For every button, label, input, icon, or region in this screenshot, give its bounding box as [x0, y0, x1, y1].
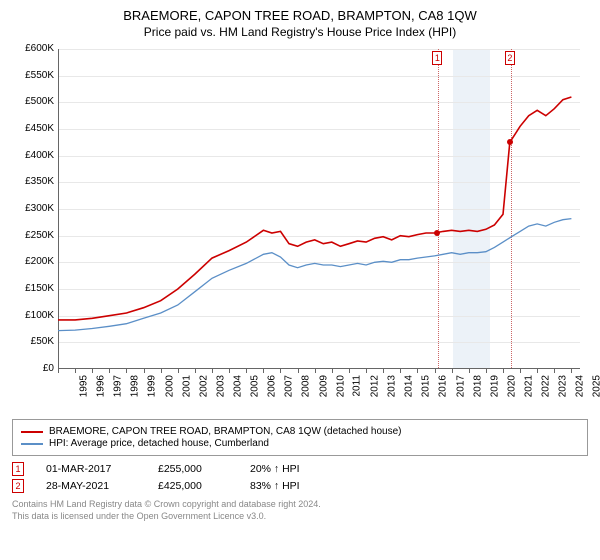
sales-row-badge: 1 — [12, 462, 24, 476]
x-axis-tick-label: 2013 — [386, 375, 397, 397]
x-tick — [315, 369, 316, 373]
chart-title: BRAEMORE, CAPON TREE ROAD, BRAMPTON, CA8… — [12, 8, 588, 23]
legend-row: HPI: Average price, detached house, Cumb… — [21, 438, 579, 449]
sales-row-date: 01-MAR-2017 — [46, 463, 136, 475]
x-tick — [571, 369, 572, 373]
x-axis-tick-label: 2020 — [506, 375, 517, 397]
x-tick — [400, 369, 401, 373]
x-tick — [298, 369, 299, 373]
x-axis-tick-label: 2006 — [267, 375, 278, 397]
x-tick — [229, 369, 230, 373]
x-axis-tick-label: 2018 — [472, 375, 483, 397]
x-axis-tick-label: 2015 — [421, 375, 432, 397]
x-tick — [554, 369, 555, 373]
footer-attribution: Contains HM Land Registry data © Crown c… — [12, 499, 588, 522]
x-axis-tick-label: 2007 — [284, 375, 295, 397]
x-axis-tick-label: 2019 — [489, 375, 500, 397]
x-tick — [144, 369, 145, 373]
x-tick — [349, 369, 350, 373]
sales-table-row: 1 01-MAR-2017 £255,000 20% ↑ HPI — [12, 462, 588, 476]
x-axis-tick-label: 2021 — [523, 375, 534, 397]
x-axis-tick-label: 2014 — [403, 375, 414, 397]
sales-row-pct: 20% ↑ HPI — [250, 463, 340, 475]
price-chart-container: BRAEMORE, CAPON TREE ROAD, BRAMPTON, CA8… — [0, 0, 600, 560]
sales-row-pct: 83% ↑ HPI — [250, 480, 340, 492]
chart-area: £0£50K£100K£150K£200K£250K£300K£350K£400… — [12, 45, 588, 415]
x-axis-tick-label: 2022 — [540, 375, 551, 397]
x-tick — [195, 369, 196, 373]
x-tick — [212, 369, 213, 373]
x-axis-tick-label: 2024 — [575, 375, 586, 397]
x-axis-tick-label: 2023 — [557, 375, 568, 397]
x-axis-tick-label: 1996 — [95, 375, 106, 397]
series-line-property — [58, 97, 571, 320]
x-axis-tick-label: 1995 — [78, 375, 89, 397]
x-axis-tick-label: 2012 — [369, 375, 380, 397]
footer-line-2: This data is licensed under the Open Gov… — [12, 511, 588, 523]
sales-row-date: 28-MAY-2021 — [46, 480, 136, 492]
x-tick — [92, 369, 93, 373]
x-tick — [109, 369, 110, 373]
sale-point-dot — [434, 230, 440, 236]
x-tick — [503, 369, 504, 373]
x-tick — [161, 369, 162, 373]
legend-swatch — [21, 443, 43, 445]
x-axis-tick-label: 1997 — [112, 375, 123, 397]
x-axis-tick-label: 2016 — [438, 375, 449, 397]
x-tick — [178, 369, 179, 373]
sales-row-price: £255,000 — [158, 463, 228, 475]
sale-marker-badge: 2 — [505, 51, 515, 65]
legend-label: HPI: Average price, detached house, Cumb… — [49, 438, 269, 449]
x-axis-tick-label: 2004 — [232, 375, 243, 397]
x-tick — [537, 369, 538, 373]
legend-swatch — [21, 431, 43, 433]
x-tick — [469, 369, 470, 373]
legend-row: BRAEMORE, CAPON TREE ROAD, BRAMPTON, CA8… — [21, 426, 579, 437]
x-tick — [486, 369, 487, 373]
sales-table: 1 01-MAR-2017 £255,000 20% ↑ HPI 2 28-MAY-202… — [12, 462, 588, 493]
x-axis-tick-label: 2001 — [181, 375, 192, 397]
x-axis-tick-label: 2011 — [351, 375, 362, 397]
x-axis-tick-label: 2009 — [318, 375, 329, 397]
sales-row-badge: 2 — [12, 479, 24, 493]
x-axis-tick-label: 2000 — [164, 375, 175, 397]
x-tick — [75, 369, 76, 373]
x-axis-tick-label: 2017 — [455, 375, 466, 397]
chart-lines-svg — [12, 45, 580, 369]
x-axis-tick-label: 2005 — [249, 375, 260, 397]
x-axis-tick-label: 2003 — [215, 375, 226, 397]
x-tick — [452, 369, 453, 373]
sale-marker-badge: 1 — [432, 51, 442, 65]
x-axis-tick-label: 1999 — [147, 375, 158, 397]
sale-point-dot — [507, 139, 513, 145]
x-tick — [126, 369, 127, 373]
legend-label: BRAEMORE, CAPON TREE ROAD, BRAMPTON, CA8… — [49, 426, 402, 437]
sales-row-price: £425,000 — [158, 480, 228, 492]
x-axis-tick-label: 2008 — [301, 375, 312, 397]
x-axis-tick-label: 2025 — [592, 375, 600, 397]
x-axis-tick-label: 1998 — [130, 375, 141, 397]
x-tick — [246, 369, 247, 373]
x-tick — [366, 369, 367, 373]
x-tick — [263, 369, 264, 373]
x-tick — [58, 369, 59, 373]
sales-table-row: 2 28-MAY-2021 £425,000 83% ↑ HPI — [12, 479, 588, 493]
legend: BRAEMORE, CAPON TREE ROAD, BRAMPTON, CA8… — [12, 419, 588, 456]
chart-subtitle: Price paid vs. HM Land Registry's House … — [12, 25, 588, 39]
x-tick — [280, 369, 281, 373]
series-line-hpi — [58, 219, 571, 331]
x-tick — [520, 369, 521, 373]
footer-line-1: Contains HM Land Registry data © Crown c… — [12, 499, 588, 511]
x-tick — [417, 369, 418, 373]
x-tick — [383, 369, 384, 373]
x-tick — [435, 369, 436, 373]
x-axis-tick-label: 2002 — [198, 375, 209, 397]
x-tick — [332, 369, 333, 373]
x-axis-tick-label: 2010 — [335, 375, 346, 397]
